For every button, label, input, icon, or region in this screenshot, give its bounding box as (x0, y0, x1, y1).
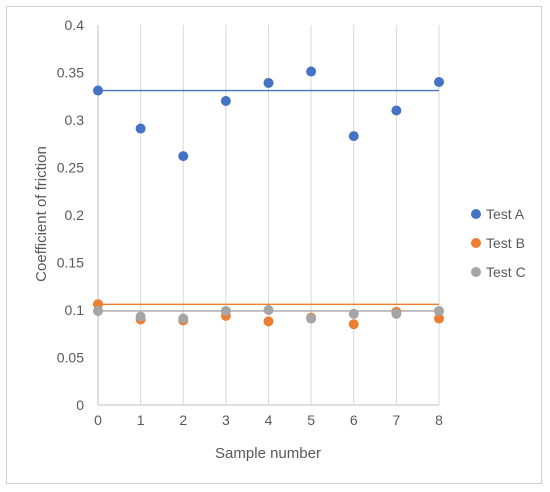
x-tick-label: 0 (94, 412, 102, 428)
data-point-test-b (434, 313, 444, 324)
data-point-test-a (306, 66, 317, 77)
data-point-test-a (178, 151, 189, 162)
data-point-test-c (93, 305, 103, 316)
x-tick-label: 1 (137, 412, 145, 428)
data-point-test-a (220, 96, 231, 106)
data-point-test-b (348, 319, 359, 330)
legend-marker (471, 238, 481, 248)
y-tick-label: 0 (76, 397, 84, 413)
data-point-test-a (348, 131, 359, 142)
y-tick-label: 0.15 (57, 255, 84, 271)
x-tick-label: 5 (307, 412, 315, 428)
grid (140, 25, 440, 405)
y-tick-label: 0.2 (65, 207, 85, 223)
x-tick-label: 2 (179, 412, 187, 428)
data-point-test-c (135, 311, 146, 322)
y-tick-label: 0.4 (65, 17, 85, 33)
data-point-test-a (263, 77, 274, 88)
data-point-test-c (434, 305, 444, 316)
y-tick-label: 0.35 (57, 65, 84, 81)
data-point-test-c (263, 305, 274, 315)
x-tick-label: 8 (435, 412, 443, 428)
y-axis-title: Coefficient of friction (33, 146, 50, 282)
legend-label: Test C (486, 264, 526, 280)
data-point-test-a (93, 85, 103, 96)
y-tick-label: 0.05 (57, 350, 84, 366)
legend: Test A Test B Test C (471, 206, 526, 280)
data-point-test-a (135, 123, 146, 134)
y-tick-label: 0.1 (65, 302, 85, 318)
tick-labels: 0 1 2 3 4 5 6 7 8 0 0.05 0.1 0.15 0.2 0.25 0.3 0.35 0.4 (57, 17, 443, 428)
legend-label: Test B (486, 235, 525, 251)
x-tick-label: 6 (350, 412, 358, 428)
legend-label: Test A (486, 206, 525, 222)
data-point-test-c (348, 308, 359, 319)
data-points (93, 66, 444, 330)
data-point-test-a (434, 77, 444, 87)
data-point-test-a (391, 105, 402, 116)
x-tick-label: 4 (265, 412, 273, 428)
y-tick-label: 0.25 (57, 160, 84, 176)
data-point-test-c (306, 313, 317, 324)
legend-marker (471, 209, 481, 219)
x-tick-label: 3 (222, 412, 230, 428)
data-point-test-b (263, 316, 274, 327)
x-tick-label: 7 (392, 412, 400, 428)
x-axis-title: Sample number (215, 445, 321, 462)
data-point-test-c (220, 305, 231, 316)
data-point-test-c (178, 313, 189, 324)
y-tick-label: 0.3 (65, 112, 85, 128)
data-point-test-c (391, 308, 402, 319)
chart-area (6, 6, 542, 484)
legend-marker (471, 267, 481, 277)
